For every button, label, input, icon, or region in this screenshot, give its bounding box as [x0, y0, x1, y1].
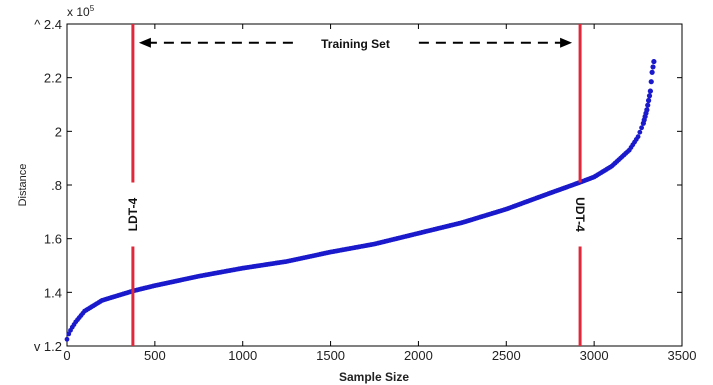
training-set-label: Training Set [321, 37, 390, 51]
data-point [639, 125, 644, 131]
threshold-label: UDT-4 [573, 197, 587, 232]
x-tick-label: 1500 [316, 348, 345, 363]
arrow-head-right [560, 37, 573, 48]
y-tick-label: 1.6 [44, 232, 62, 247]
data-point [649, 69, 655, 75]
y-tick-label: 1.4 [44, 285, 62, 300]
y-tick-label: ^ 2.4 [34, 17, 62, 32]
data-point [635, 134, 641, 140]
data-point [637, 129, 643, 135]
y-axis-title: Distance [17, 164, 29, 207]
data-point [650, 64, 656, 70]
x-tick-label: 3500 [668, 348, 697, 363]
y-multiplier-label: x 105 [67, 4, 95, 19]
x-tick-label: 3000 [580, 348, 609, 363]
x-tick-label: 0 [63, 348, 70, 363]
x-tick-label: 2500 [492, 348, 521, 363]
data-point [651, 58, 657, 65]
data-point [647, 88, 653, 94]
threshold-lines: LDT-4 UDT-4 [126, 24, 587, 346]
axis-ticks: 0 500 1000 1500 2000 2500 3000 3500 v 1.2 1.4 1.6.… [34, 17, 697, 363]
data-point [644, 107, 650, 113]
annotation-label-bg [295, 32, 416, 51]
data-point [64, 336, 70, 342]
plot-area [66, 23, 683, 347]
x-tick-label: 2000 [404, 348, 433, 363]
x-tick-label: 500 [144, 348, 166, 363]
data-point [66, 331, 72, 337]
y-tick-label: 2 [55, 124, 62, 139]
training-set-annotation: Training Set [138, 32, 573, 51]
y-tick-label: v 1.2 [34, 339, 62, 354]
arrow-head-left [138, 37, 151, 48]
x-tick-label: 1000 [228, 348, 257, 363]
threshold-label: LDT-4 [126, 198, 140, 232]
data-point [646, 97, 652, 104]
y-tick-label: 2.2 [44, 71, 62, 86]
data-series [64, 58, 657, 342]
data-point [646, 93, 653, 99]
data-point [645, 102, 651, 108]
data-point [648, 79, 654, 85]
x-axis-title: Sample Size [339, 370, 409, 384]
y-tick-label: .8 [51, 178, 62, 193]
